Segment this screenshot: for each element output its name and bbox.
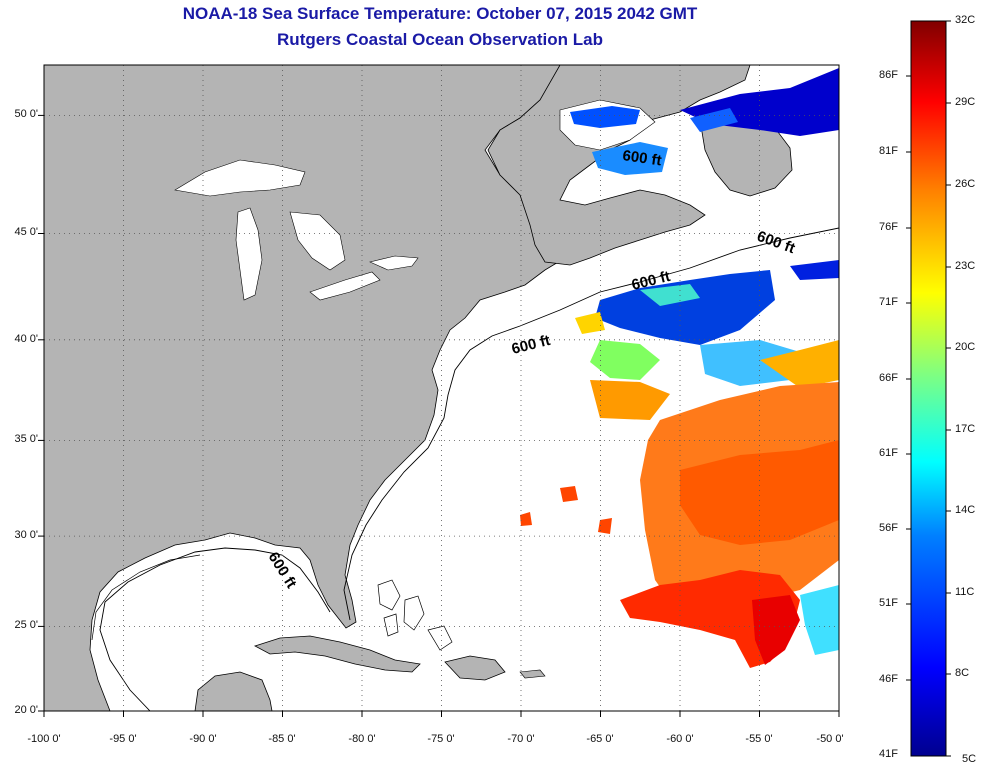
lon-label-55: -55 0' bbox=[745, 733, 773, 745]
colorbar-c-26: 26C bbox=[955, 178, 976, 190]
canada-maritime-land bbox=[487, 65, 751, 266]
lon-label-75: -75 0' bbox=[427, 733, 455, 745]
bahamas-islands bbox=[377, 579, 453, 651]
colorbar-ticks bbox=[906, 20, 951, 757]
colorbar-f-61: 61F bbox=[879, 447, 898, 459]
lon-label-90: -90 0' bbox=[189, 733, 217, 745]
lon-label-70: -70 0' bbox=[507, 733, 535, 745]
lat-label-20: 20 0' bbox=[14, 704, 38, 716]
lat-label-35: 35 0' bbox=[14, 433, 38, 445]
map-title: NOAA-18 Sea Surface Temperature: October… bbox=[182, 4, 698, 23]
colorbar-c-29: 29C bbox=[955, 96, 976, 108]
colorbar-c-17: 17C bbox=[955, 423, 976, 435]
lon-label-60: -60 0' bbox=[666, 733, 694, 745]
lat-label-25: 25 0' bbox=[14, 619, 38, 631]
lon-label-100: -100 0' bbox=[27, 733, 61, 745]
600ft-contour-gulf-inner bbox=[91, 554, 201, 641]
colorbar-c-14: 14C bbox=[955, 504, 976, 516]
colorbar-c-32: 32C bbox=[955, 14, 976, 26]
lake-huron bbox=[289, 211, 346, 271]
colorbar-c-11: 11C bbox=[955, 586, 975, 598]
lat-label-40: 40 0' bbox=[14, 333, 38, 345]
lon-label-50: -50 0' bbox=[816, 733, 844, 745]
lat-label-45: 45 0' bbox=[14, 226, 38, 238]
colorbar-f-41: 41F bbox=[879, 748, 898, 760]
lake-michigan bbox=[235, 207, 263, 301]
colorbar-c-23: 23C bbox=[955, 260, 976, 272]
colorbar-f-86: 86F bbox=[879, 69, 898, 81]
colorbar-f-46: 46F bbox=[879, 673, 898, 685]
contour-label-1: 600 ft bbox=[621, 147, 662, 169]
lon-label-80: -80 0' bbox=[348, 733, 376, 745]
cuba-land bbox=[253, 635, 421, 673]
lat-label-50: 50 0' bbox=[14, 108, 38, 120]
lake-superior bbox=[174, 159, 306, 197]
lake-ontario bbox=[369, 255, 419, 271]
lat-label-30: 30 0' bbox=[14, 529, 38, 541]
colorbar-c-8: 8C bbox=[955, 667, 970, 679]
puerto-rico-land bbox=[519, 669, 546, 679]
colorbar-c-5: 5C bbox=[962, 753, 977, 765]
hispaniola-land bbox=[444, 655, 506, 681]
lon-label-95: -95 0' bbox=[109, 733, 137, 745]
colorbar-f-81: 81F bbox=[879, 145, 898, 157]
colorbar-f-56: 56F bbox=[879, 522, 898, 534]
colorbar bbox=[910, 20, 947, 757]
colorbar-f-51: 51F bbox=[879, 597, 898, 609]
lake-erie bbox=[309, 271, 381, 301]
600ft-contour-atlantic bbox=[343, 227, 839, 621]
map-subtitle: Rutgers Coastal Ocean Observation Lab bbox=[277, 30, 603, 49]
lon-label-85: -85 0' bbox=[268, 733, 296, 745]
colorbar-c-20: 20C bbox=[955, 341, 976, 353]
axis-ticks bbox=[38, 114, 840, 717]
lon-label-65: -65 0' bbox=[586, 733, 614, 745]
colorbar-f-76: 76F bbox=[879, 221, 898, 233]
colorbar-f-66: 66F bbox=[879, 372, 898, 384]
colorbar-f-71: 71F bbox=[879, 296, 898, 308]
yucatan-land bbox=[194, 671, 273, 711]
